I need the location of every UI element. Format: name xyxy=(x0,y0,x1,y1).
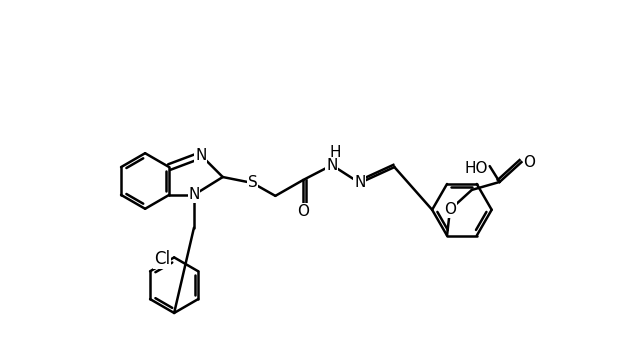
Text: N: N xyxy=(354,175,365,191)
Text: N: N xyxy=(195,148,207,163)
Text: N: N xyxy=(326,158,337,173)
Text: O: O xyxy=(524,155,536,170)
Text: O: O xyxy=(297,204,309,219)
Text: S: S xyxy=(248,175,257,191)
Text: H: H xyxy=(329,145,340,160)
Text: O: O xyxy=(444,202,456,217)
Text: Cl: Cl xyxy=(154,251,170,268)
Text: HO: HO xyxy=(464,161,488,175)
Text: N: N xyxy=(188,187,200,203)
